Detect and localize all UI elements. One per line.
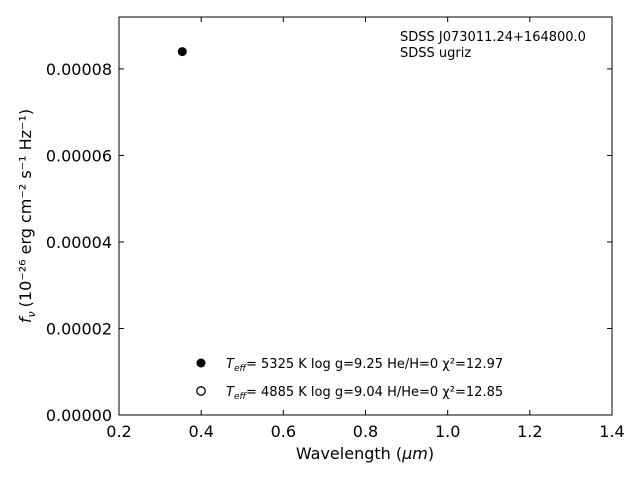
x-tick-label: 0.2 — [106, 422, 131, 441]
y-axis-label: fν(10⁻²⁶ erg cm⁻² s⁻¹ Hz⁻¹) — [16, 109, 38, 323]
x-axis-label: Wavelength (μm) — [296, 444, 434, 463]
x-tick-label: 1.2 — [517, 422, 542, 441]
legend-marker-filled — [196, 358, 206, 368]
data-point — [177, 47, 187, 57]
legend-entry-2: Teff= 4885 K log g=9.04 H/He=0 χ²=12.85 — [226, 385, 503, 402]
x-axis-ticks: 0.2 0.4 0.6 0.8 1.0 1.2 1.4 — [106, 17, 625, 441]
y-tick-label: 0.00006 — [46, 146, 112, 165]
annotation-object-name: SDSS J073011.24+164800.0 — [400, 30, 586, 45]
y-tick-label: 0.00002 — [46, 319, 112, 338]
annotation-survey-name: SDSS ugriz — [400, 46, 471, 61]
x-tick-label: 0.4 — [188, 422, 213, 441]
y-tick-label: 0.00004 — [46, 233, 112, 252]
x-tick-label: 1.4 — [599, 422, 624, 441]
y-axis-ticks: 0.00000 0.00002 0.00004 0.00006 0.00008 — [46, 60, 612, 425]
x-tick-label: 0.8 — [353, 422, 378, 441]
data-points — [177, 47, 187, 57]
plot-frame — [118, 16, 613, 416]
y-tick-label: 0.00000 — [46, 406, 112, 425]
y-tick-label: 0.00008 — [46, 60, 112, 79]
x-tick-label: 1.0 — [435, 422, 460, 441]
legend-marker-open — [196, 386, 206, 396]
legend: Teff= 5325 K log g=9.25 He/H=0 χ²=12.97 … — [196, 357, 503, 402]
x-tick-label: 0.6 — [271, 422, 296, 441]
legend-entry-1: Teff= 5325 K log g=9.25 He/H=0 χ²=12.97 — [226, 357, 503, 374]
